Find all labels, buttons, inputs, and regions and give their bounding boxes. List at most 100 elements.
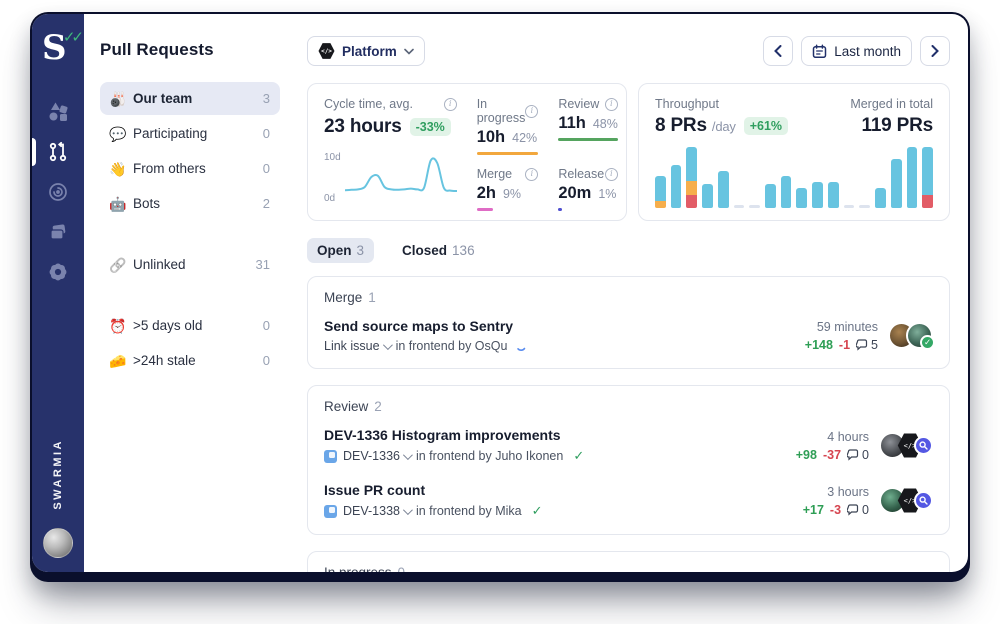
team-hexagon-icon: </> <box>318 43 335 59</box>
stage-in-progress: In progress i 10h 42% <box>476 97 539 155</box>
chevron-down-icon <box>402 449 413 460</box>
brand-wordmark: SWARMIA <box>52 439 64 510</box>
review-bar <box>558 138 618 141</box>
period-picker-button[interactable]: Last month <box>801 36 912 66</box>
main-content: </> Platform <box>292 14 968 572</box>
nav-insights[interactable] <box>32 172 84 212</box>
swarmia-logo[interactable]: S ✓✓ <box>42 28 84 68</box>
tab-closed[interactable]: Closed 136 <box>402 243 475 258</box>
throughput-bar <box>906 147 918 208</box>
throughput-delta-badge: +61% <box>743 117 789 135</box>
nav-settings[interactable] <box>32 252 84 292</box>
info-icon[interactable]: i <box>525 167 539 181</box>
count-badge: 0 <box>262 161 270 176</box>
comment-icon <box>847 503 859 516</box>
info-icon[interactable]: i <box>604 167 618 181</box>
sidebar-item-participating[interactable]: 💬 Participating 0 <box>109 125 270 142</box>
deletions: -1 <box>838 337 851 352</box>
merge-bar <box>476 208 493 211</box>
alarm-clock-icon: ⏰ <box>109 317 127 334</box>
issue-dropdown[interactable]: DEV-1338 <box>343 504 413 518</box>
sidebar-item-unlinked[interactable]: 🔗 Unlinked 31 <box>109 256 270 273</box>
deletions: -37 <box>822 447 842 462</box>
chevron-right-icon <box>931 45 939 57</box>
throughput-bar <box>717 147 729 208</box>
count-badge: 3 <box>262 91 270 106</box>
magnifier-icon <box>919 496 928 505</box>
throughput-bar <box>890 147 902 208</box>
cheese-icon: 🧀 <box>109 352 127 369</box>
info-icon[interactable]: i <box>443 97 457 111</box>
comment-count: 5 <box>856 338 878 352</box>
pull-requests-icon <box>49 141 67 162</box>
throughput-value: 8 PRs /day <box>655 115 736 136</box>
throughput-bar <box>843 147 855 208</box>
pr-title-link[interactable]: Issue PR count <box>324 482 426 498</box>
pr-age: 59 minutes <box>816 319 878 334</box>
count-badge: 0 <box>262 353 270 368</box>
sidebar-item-from-others[interactable]: 👋 From others 0 <box>109 160 270 177</box>
calendar-icon <box>812 43 827 58</box>
throughput-bar <box>796 147 808 208</box>
app-window: S ✓✓ <box>30 12 970 582</box>
throughput-bar <box>780 147 792 208</box>
page-title: Pull Requests <box>100 40 214 59</box>
nav-teams[interactable] <box>32 92 84 132</box>
info-icon[interactable]: i <box>525 104 539 118</box>
count-badge: 2 <box>262 196 270 211</box>
pr-avatars: </> <box>879 432 933 459</box>
throughput-bar <box>686 147 698 208</box>
sidebar-item-5-days-old[interactable]: ⏰ >5 days old 0 <box>109 317 270 334</box>
pr-avatars: ✓ <box>888 322 935 350</box>
pr-state-tabs: Open 3 Closed 136 <box>307 238 950 263</box>
pr-row: Send source maps to Sentry Link issue in… <box>324 318 935 353</box>
additions: +98 <box>795 447 817 462</box>
throughput-bar <box>875 147 886 208</box>
stage-review: Review i 11h 48% <box>558 97 618 155</box>
cycle-delta-badge: -33% <box>409 118 451 136</box>
additions: +17 <box>802 502 824 517</box>
info-icon[interactable]: i <box>604 97 618 111</box>
throughput-card: Throughput Merged in total 8 PRs /day +6… <box>638 83 950 221</box>
comment-count: 0 <box>847 448 869 462</box>
merged-total-value: 119 PRs <box>861 115 934 136</box>
magnifier-icon <box>919 441 928 450</box>
additions: +148 <box>804 337 833 352</box>
throughput-bar <box>765 147 776 208</box>
review-requested-badge <box>914 491 933 510</box>
pr-row: Issue PR count DEV-1338 in frontend by M… <box>324 482 933 519</box>
nav-reports[interactable] <box>32 212 84 252</box>
link-icon: 🔗 <box>109 256 127 273</box>
prev-period-button[interactable] <box>763 36 794 66</box>
deletions: -3 <box>829 502 842 517</box>
sidebar-item-our-team[interactable]: 🎳 Our team 3 <box>100 82 280 115</box>
filters-sidebar: Pull Requests 🎳 Our team 3 💬 Participati… <box>84 14 292 572</box>
tab-open[interactable]: Open 3 <box>307 238 375 263</box>
active-nav-indicator <box>32 138 36 166</box>
user-avatar[interactable] <box>43 528 73 558</box>
throughput-bar <box>859 147 871 208</box>
link-issue-dropdown[interactable]: Link issue <box>324 339 393 353</box>
chevron-down-icon <box>382 339 393 350</box>
pr-title-link[interactable]: Send source maps to Sentry <box>324 318 514 334</box>
cycle-time-sparkline <box>344 157 457 192</box>
comment-icon <box>856 338 868 351</box>
throughput-bar <box>670 147 682 208</box>
wave-icon: 👋 <box>109 160 127 177</box>
cycle-time-card: Cycle time, avg. i 23 hours -33% 10d 0d <box>307 83 627 221</box>
ci-passed-check-icon: ✓ <box>531 503 543 518</box>
throughput-bar <box>827 147 839 208</box>
pr-row: DEV-1336 Histogram improvements DEV-1336… <box>324 427 933 464</box>
nav-pull-requests[interactable] <box>32 132 84 172</box>
throughput-bar <box>655 147 666 208</box>
sidebar-item-bots[interactable]: 🤖 Bots 2 <box>109 195 270 212</box>
team-filter-dropdown[interactable]: </> Platform <box>307 36 425 66</box>
next-period-button[interactable] <box>920 36 950 66</box>
pr-title-link[interactable]: DEV-1336 Histogram improvements <box>324 427 561 443</box>
pr-avatars: </> <box>879 487 933 514</box>
merge-section: Merge 1 Send source maps to Sentry Link … <box>307 276 950 369</box>
pr-age: 3 hours <box>827 484 869 499</box>
review-requested-badge <box>914 436 933 455</box>
sidebar-item-24h-stale[interactable]: 🧀 >24h stale 0 <box>109 352 270 369</box>
issue-dropdown[interactable]: DEV-1336 <box>343 449 413 463</box>
